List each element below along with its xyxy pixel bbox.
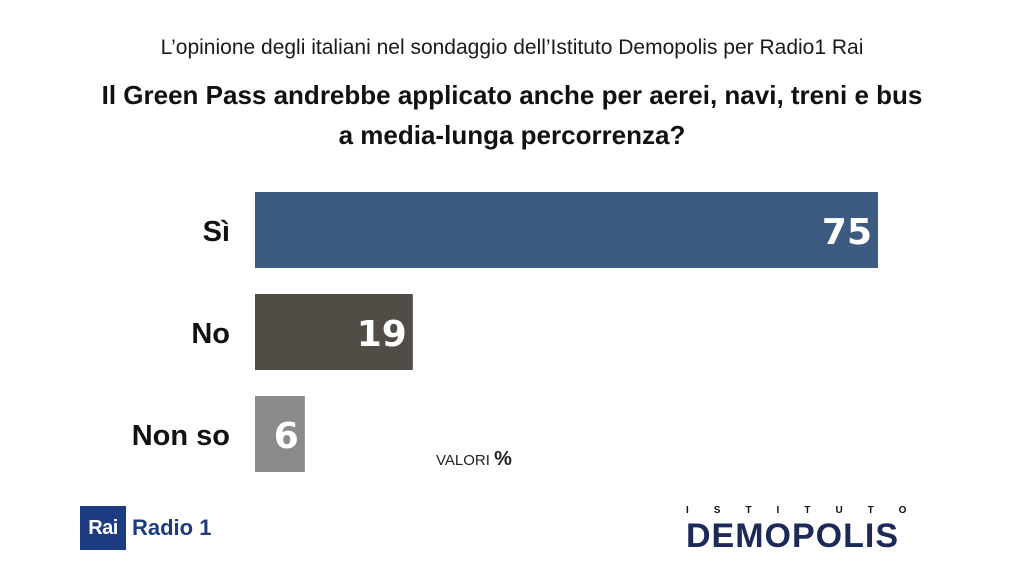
data-label-1: 19: [357, 314, 407, 355]
demopolis-logo: ISTITUTO DEMOPOLIS: [686, 505, 942, 555]
data-label-2: 6: [274, 416, 299, 457]
unit-note: VALORI %: [436, 448, 512, 471]
chart-title-line-1: Il Green Pass andrebbe applicato anche p…: [101, 80, 923, 110]
demopolis-logo-top: ISTITUTO: [686, 505, 932, 516]
chart-title: Il Green Pass andrebbe applicato anche p…: [0, 75, 1024, 155]
bar-2: [255, 396, 305, 472]
unit-note-symbol: %: [494, 448, 512, 470]
bar-1: [255, 294, 413, 370]
chart-title-line-2: a media-lunga percorrenza?: [338, 120, 686, 150]
category-label-2: Non so: [132, 420, 230, 452]
category-label-0: Sì: [203, 216, 230, 248]
rai-logo-box: Rai: [80, 506, 126, 550]
demopolis-logo-main: DEMOPOLIS: [686, 517, 900, 555]
rai-radio1-logo: Rai Radio 1: [80, 506, 211, 550]
data-label-0: 75: [822, 212, 872, 253]
bar-0: [255, 192, 878, 268]
radio1-wordmark: Radio 1: [132, 515, 212, 540]
chart-subtitle: L’opinione degli italiani nel sondaggio …: [160, 36, 864, 59]
category-label-1: No: [191, 318, 230, 350]
unit-note-label: VALORI: [436, 452, 490, 469]
